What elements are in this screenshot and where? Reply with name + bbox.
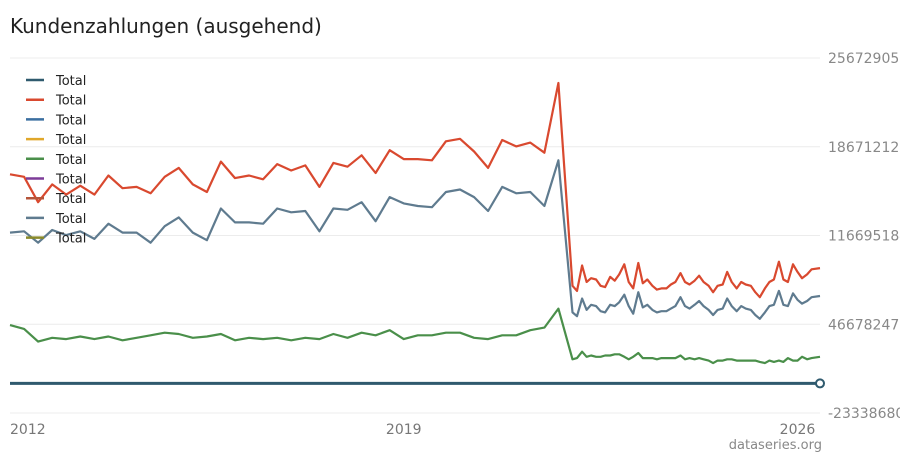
legend-item[interactable]: Total bbox=[26, 212, 86, 227]
legend-label: Total bbox=[55, 192, 86, 207]
x-tick-label: 2012 bbox=[10, 422, 46, 438]
x-tick-label: 2019 bbox=[386, 422, 422, 438]
legend-item[interactable]: Total bbox=[26, 173, 86, 188]
legend: Total Total Total Total Total Total Total Total… bbox=[26, 74, 86, 247]
series-lines bbox=[9, 81, 825, 389]
series-line bbox=[9, 307, 821, 365]
y-tick-label: 256729050 bbox=[828, 51, 900, 67]
legend-label: Total bbox=[55, 153, 86, 168]
source-credit: dataseries.org bbox=[728, 438, 822, 453]
legend-item[interactable]: Total bbox=[26, 113, 86, 128]
legend-item[interactable]: Total bbox=[26, 74, 86, 89]
x-tick-label: 2026 bbox=[780, 422, 816, 438]
series-end-marker bbox=[815, 378, 825, 389]
series-line bbox=[9, 159, 821, 320]
legend-label: Total bbox=[55, 94, 86, 109]
legend-label: Total bbox=[55, 173, 86, 188]
legend-item[interactable]: Total bbox=[26, 94, 86, 109]
legend-label: Total bbox=[55, 232, 86, 247]
legend-item[interactable]: Total bbox=[26, 133, 86, 148]
y-tick-label: -23338680 bbox=[828, 406, 900, 422]
legend-label: Total bbox=[55, 133, 86, 148]
legend-label: Total bbox=[55, 212, 86, 227]
grid-lines bbox=[10, 57, 820, 414]
legend-label: Total bbox=[55, 113, 86, 128]
legend-item[interactable]: Total bbox=[26, 153, 86, 168]
series-line bbox=[9, 81, 821, 299]
y-tick-label: 46678247 bbox=[828, 317, 899, 333]
chart-title: Kundenzahlungen (ausgehend) bbox=[10, 14, 322, 38]
legend-item[interactable]: Total bbox=[26, 232, 86, 247]
legend-item[interactable]: Total bbox=[26, 192, 86, 207]
x-axis-ticks: 2012 2019 2026 bbox=[10, 422, 815, 438]
legend-label: Total bbox=[55, 74, 86, 89]
